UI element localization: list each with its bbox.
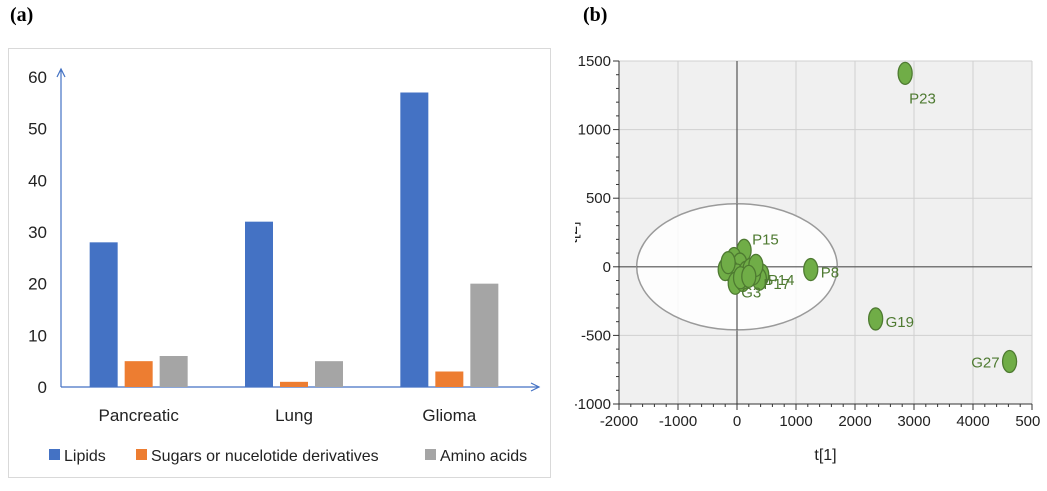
scatter-point <box>741 264 757 289</box>
y-tick-label: 20 <box>28 275 47 294</box>
y-tick-label: 1500 <box>578 53 611 70</box>
x-tick-label: 4000 <box>956 413 989 430</box>
bar-lipids-glioma <box>400 92 429 387</box>
point-label-g3: G3 <box>741 284 761 301</box>
x-axis-title: t[1] <box>814 447 836 464</box>
legend-swatch <box>425 449 436 460</box>
legend-swatch <box>49 449 60 460</box>
scatter-point-p8 <box>803 257 819 282</box>
x-category-label: Lung <box>275 406 313 425</box>
y-tick-label: -1000 <box>575 396 611 413</box>
scatter-point-g27 <box>1001 349 1018 374</box>
point-label-g19: G19 <box>886 314 914 331</box>
y-axis-title: t[2] <box>575 221 581 243</box>
scatter-point <box>720 251 736 275</box>
point-label-p15: P15 <box>752 231 779 248</box>
legend-label: Lipids <box>64 448 106 465</box>
scatter-chart: -2000-1000010002000300040005000150010005… <box>564 53 1047 464</box>
y-tick-label: 30 <box>28 223 47 242</box>
x-tick-label: 2000 <box>838 413 871 430</box>
bar-lipids-lung <box>245 221 273 387</box>
panel-label-b: (b) <box>583 4 608 26</box>
x-tick-label: -1000 <box>659 413 697 430</box>
y-tick-label: 60 <box>28 68 47 87</box>
bar-amino-glioma <box>470 283 499 387</box>
x-axis-arrow <box>530 382 541 392</box>
y-axis-arrow <box>56 67 66 78</box>
x-tick-label: 3000 <box>897 413 930 430</box>
bar-sugars-glioma <box>435 371 464 387</box>
bar-chart: 0 10 20 30 40 50 60 Pancreatic Lung Glioma Lipids S… <box>28 67 541 465</box>
legend-label: Amino acids <box>440 448 527 465</box>
point-label-p8: P8 <box>821 265 839 282</box>
y-tick-label: 500 <box>586 190 611 207</box>
legend-label: Sugars or nucelotide derivatives <box>151 448 379 465</box>
scatter-chart-panel: -2000-1000010002000300040005000150010005… <box>564 40 1047 486</box>
scatter-point-g19 <box>867 307 884 331</box>
bar-lipids-pancreatic <box>89 242 118 387</box>
point-label-p23: P23 <box>909 90 936 107</box>
scatter-point-p23 <box>897 61 913 85</box>
panel-label-a: (a) <box>10 4 34 26</box>
x-tick-label: 1000 <box>779 413 812 430</box>
y-tick-label: -500 <box>581 327 611 344</box>
bar-amino-pancreatic <box>159 356 188 387</box>
bar-chart-panel: 0 10 20 30 40 50 60 Pancreatic Lung Glioma Lipids S… <box>8 48 551 478</box>
x-category-label: Pancreatic <box>99 406 180 425</box>
y-tick-label: 50 <box>28 120 47 139</box>
legend-swatch <box>136 449 147 460</box>
y-tick-label: 10 <box>28 326 47 345</box>
y-tick-label: 0 <box>38 378 47 397</box>
bar-sugars-pancreatic <box>124 361 153 387</box>
y-tick-label: 1000 <box>578 122 611 139</box>
x-category-label: Glioma <box>422 406 476 425</box>
x-tick-label: 0 <box>733 413 741 430</box>
y-tick-label: 0 <box>603 259 611 276</box>
x-tick-label: -2000 <box>600 413 638 430</box>
bar-amino-lung <box>315 361 343 387</box>
point-label-g27: G27 <box>971 354 999 371</box>
point-label-p14: P14 <box>768 272 795 289</box>
y-tick-label: 40 <box>28 171 47 190</box>
point-label-p17: P17 <box>763 276 790 293</box>
bar-sugars-lung <box>280 381 308 387</box>
